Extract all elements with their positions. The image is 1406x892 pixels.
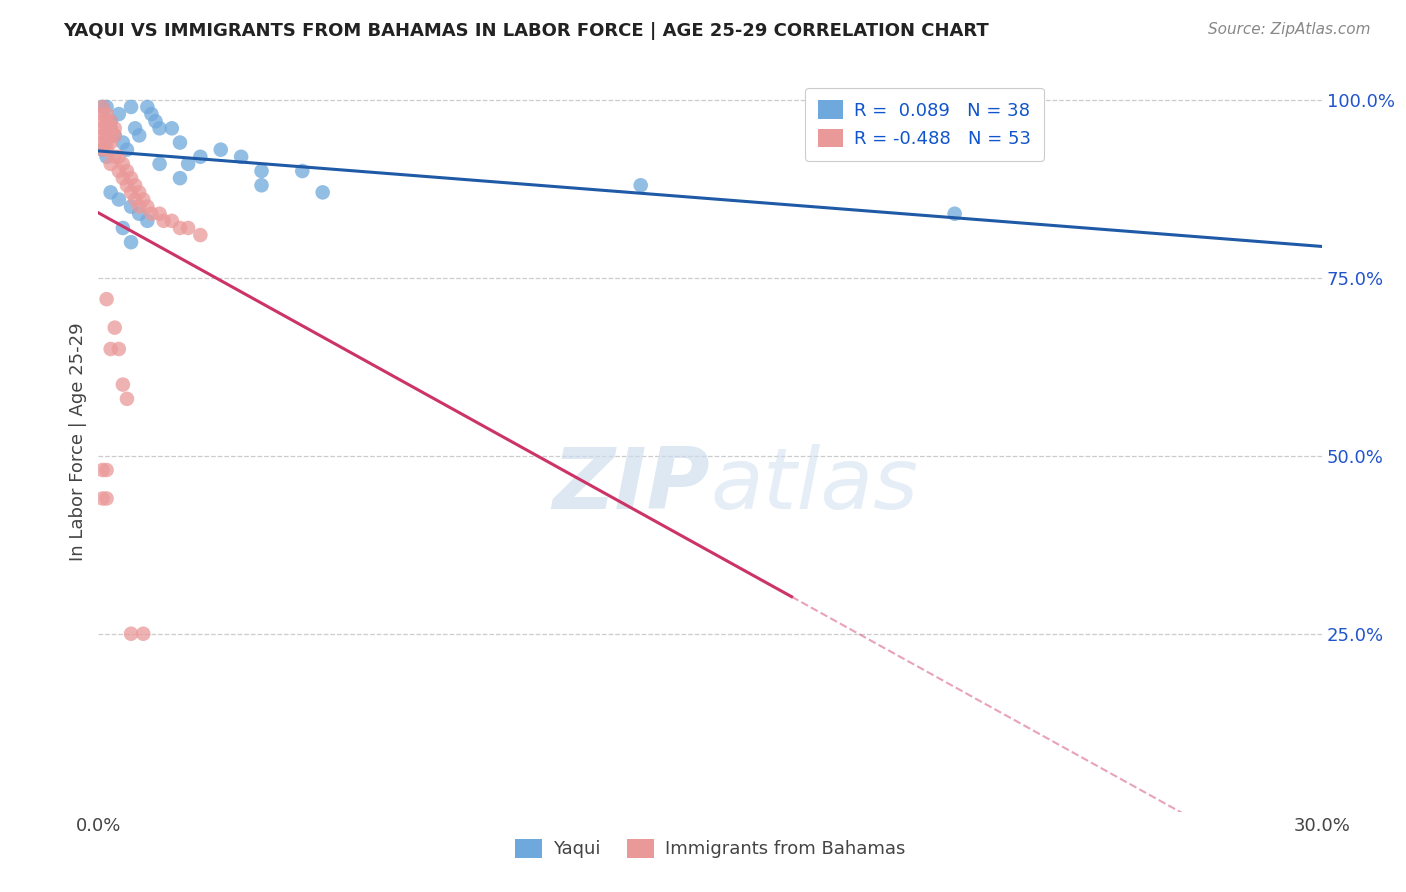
Point: [100, 342, 122, 356]
Point: [100, 136, 122, 150]
Point: [108, 150, 131, 164]
Point: [124, 178, 146, 193]
Text: YAQUI VS IMMIGRANTS FROM BAHAMAS IN LABOR FORCE | AGE 25-29 CORRELATION CHART: YAQUI VS IMMIGRANTS FROM BAHAMAS IN LABO…: [63, 22, 988, 40]
Point: [96, 292, 118, 306]
Point: [124, 193, 146, 207]
Point: [136, 214, 159, 228]
Point: [108, 164, 131, 178]
Point: [96, 143, 118, 157]
Text: Source: ZipAtlas.com: Source: ZipAtlas.com: [1208, 22, 1371, 37]
Point: [91, 100, 114, 114]
Point: [96, 100, 118, 114]
Point: [91, 100, 114, 114]
Text: atlas: atlas: [710, 444, 918, 527]
Point: [141, 207, 163, 221]
Point: [188, 228, 212, 243]
Point: [120, 100, 142, 114]
Point: [104, 320, 127, 334]
Point: [100, 121, 122, 136]
Point: [188, 150, 212, 164]
Point: [250, 178, 273, 193]
Point: [141, 107, 163, 121]
Point: [177, 157, 200, 171]
Point: [630, 178, 652, 193]
Point: [91, 136, 114, 150]
Point: [91, 491, 114, 506]
Point: [169, 221, 191, 235]
Point: [108, 342, 131, 356]
Point: [120, 186, 142, 200]
Point: [177, 221, 200, 235]
Point: [120, 171, 142, 186]
Point: [91, 107, 114, 121]
Point: [160, 214, 183, 228]
Point: [96, 121, 118, 136]
Point: [104, 128, 127, 143]
Point: [115, 164, 138, 178]
Point: [152, 214, 174, 228]
Point: [111, 171, 134, 186]
Text: ZIP: ZIP: [553, 444, 710, 527]
Point: [169, 136, 191, 150]
Point: [104, 150, 127, 164]
Point: [149, 121, 172, 136]
Point: [111, 377, 134, 392]
Point: [104, 121, 127, 136]
Point: [128, 128, 150, 143]
Point: [209, 143, 232, 157]
Point: [145, 114, 167, 128]
Point: [96, 107, 118, 121]
Point: [312, 186, 335, 200]
Point: [91, 143, 114, 157]
Point: [100, 186, 122, 200]
Point: [120, 626, 142, 640]
Point: [100, 114, 122, 128]
Point: [104, 128, 127, 143]
Point: [91, 128, 114, 143]
Point: [128, 207, 150, 221]
Point: [108, 193, 131, 207]
Point: [120, 200, 142, 214]
Point: [120, 235, 142, 250]
Point: [149, 157, 172, 171]
Point: [250, 164, 273, 178]
Point: [111, 157, 134, 171]
Point: [132, 193, 155, 207]
Point: [115, 143, 138, 157]
Point: [96, 136, 118, 150]
Point: [91, 143, 114, 157]
Point: [136, 200, 159, 214]
Point: [291, 164, 314, 178]
Point: [115, 392, 138, 406]
Y-axis label: In Labor Force | Age 25-29: In Labor Force | Age 25-29: [69, 322, 87, 561]
Point: [100, 157, 122, 171]
Point: [91, 121, 114, 136]
Point: [128, 200, 150, 214]
Point: [169, 171, 191, 186]
Point: [100, 128, 122, 143]
Point: [231, 150, 253, 164]
Point: [96, 114, 118, 128]
Point: [111, 136, 134, 150]
Point: [96, 128, 118, 143]
Point: [100, 121, 122, 136]
Legend: Yaqui, Immigrants from Bahamas: Yaqui, Immigrants from Bahamas: [508, 832, 912, 865]
Point: [160, 121, 183, 136]
Point: [100, 114, 122, 128]
Point: [128, 186, 150, 200]
Point: [96, 491, 118, 506]
Point: [149, 207, 172, 221]
Point: [115, 178, 138, 193]
Point: [91, 463, 114, 477]
Point: [91, 114, 114, 128]
Point: [111, 221, 134, 235]
Point: [96, 150, 118, 164]
Point: [136, 100, 159, 114]
Point: [132, 626, 155, 640]
Point: [943, 207, 966, 221]
Point: [124, 121, 146, 136]
Point: [96, 463, 118, 477]
Point: [108, 107, 131, 121]
